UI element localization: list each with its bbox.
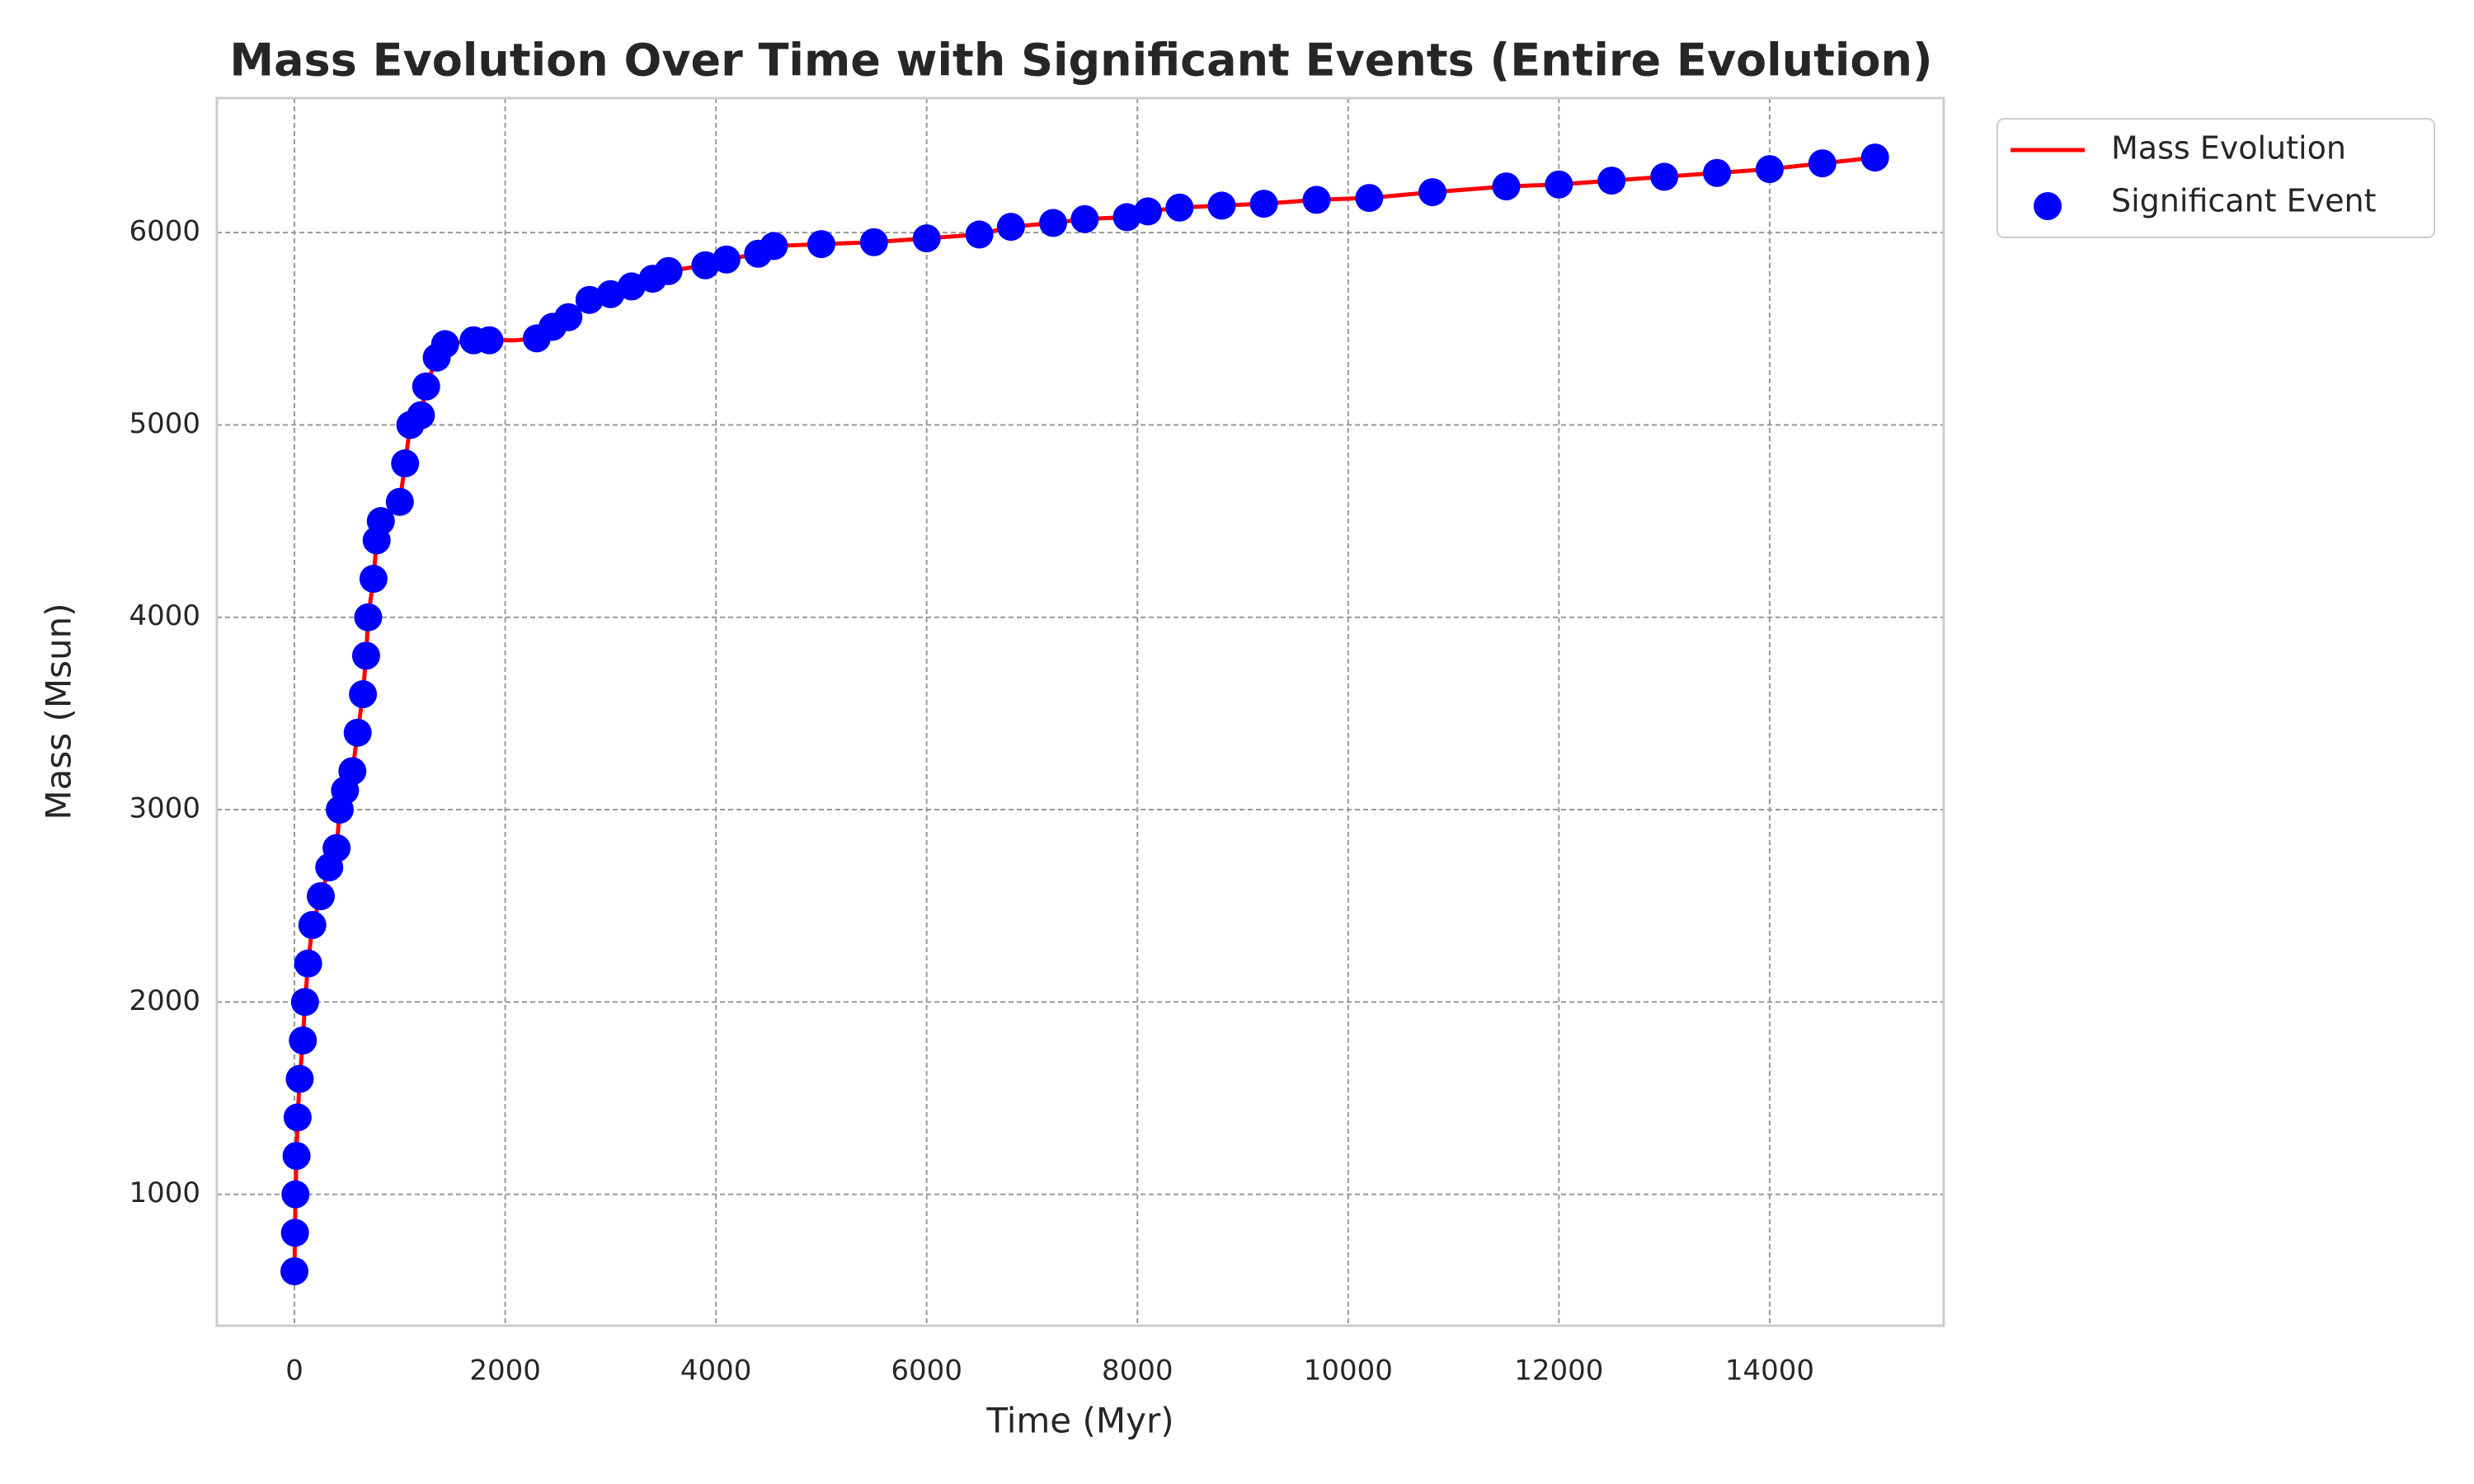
data-point [306,882,335,911]
y-axis-label: Mass (Msun) [39,603,79,819]
data-line [292,155,1875,1272]
data-point [1860,143,1889,172]
data-point [282,1141,311,1170]
data-point [280,1219,309,1247]
data-point [996,213,1025,242]
data-point [338,757,367,786]
data-point [281,1180,310,1209]
data-point [385,487,414,516]
data-point [1134,197,1163,226]
data-point [475,326,504,355]
data-point [1249,190,1278,218]
data-point [289,1026,317,1054]
data-point [359,565,388,594]
data-point [1808,149,1837,178]
data-point [1703,158,1732,187]
y-tick-label: 4000 [129,599,200,632]
data-point [1597,167,1626,195]
x-tick-label: 0 [285,1355,303,1388]
data-point [343,718,372,747]
data-point [1302,186,1331,214]
data-point [1650,162,1679,191]
x-tick-label: 8000 [1102,1355,1174,1388]
x-tick-label: 14000 [1725,1355,1814,1388]
legend-label: Significant Event [2111,183,2376,219]
legend-swatch [2034,192,2062,220]
data-point [965,220,994,249]
data-point [1755,155,1784,184]
y-tick-label: 2000 [129,984,200,1017]
data-point [760,232,788,261]
data-point [654,256,683,285]
data-point [691,251,720,279]
data-point [912,224,941,253]
data-point [1070,204,1099,233]
data-point [351,641,380,670]
data-point [412,372,440,401]
x-tick-label: 4000 [680,1355,752,1388]
data-point [712,245,741,274]
data-point [575,285,604,314]
plot-area [280,143,1889,1285]
data-point [322,834,351,862]
legend-label: Mass Evolution [2111,130,2346,167]
data-point [354,603,383,632]
data-point [1492,172,1521,201]
data-point [298,911,327,940]
data-point [290,988,319,1017]
data-point [407,401,435,430]
data-point [1207,191,1236,220]
data-point [617,272,646,301]
x-tick-label: 6000 [891,1355,962,1388]
data-point [807,230,835,259]
chart-title: Mass Evolution Over Time with Significan… [229,35,1932,87]
legend-box [1997,118,2435,238]
data-point [1418,178,1447,207]
data-point [1355,184,1384,213]
data-point [859,228,888,256]
data-point [596,279,625,308]
data-point [294,949,322,978]
x-tick-label: 12000 [1514,1355,1603,1388]
data-point [1039,209,1068,237]
data-point [1545,170,1573,199]
x-tick-label: 10000 [1304,1355,1393,1388]
data-point [280,1256,309,1285]
y-tick-label: 3000 [129,792,200,825]
data-point [366,507,395,536]
y-tick-label: 1000 [129,1176,200,1209]
data-point [391,449,420,478]
x-axis-label: Time (Myr) [985,1401,1174,1441]
y-tick-label: 5000 [129,407,200,440]
data-point [283,1103,312,1132]
data-point [1112,203,1141,232]
data-point [285,1064,314,1093]
data-point [554,303,583,331]
y-tick-label: 6000 [129,215,200,248]
data-point [430,330,459,359]
data-point [349,680,378,709]
data-point [1165,193,1194,222]
x-tick-label: 2000 [469,1355,541,1388]
plot-frame [215,96,1945,1327]
